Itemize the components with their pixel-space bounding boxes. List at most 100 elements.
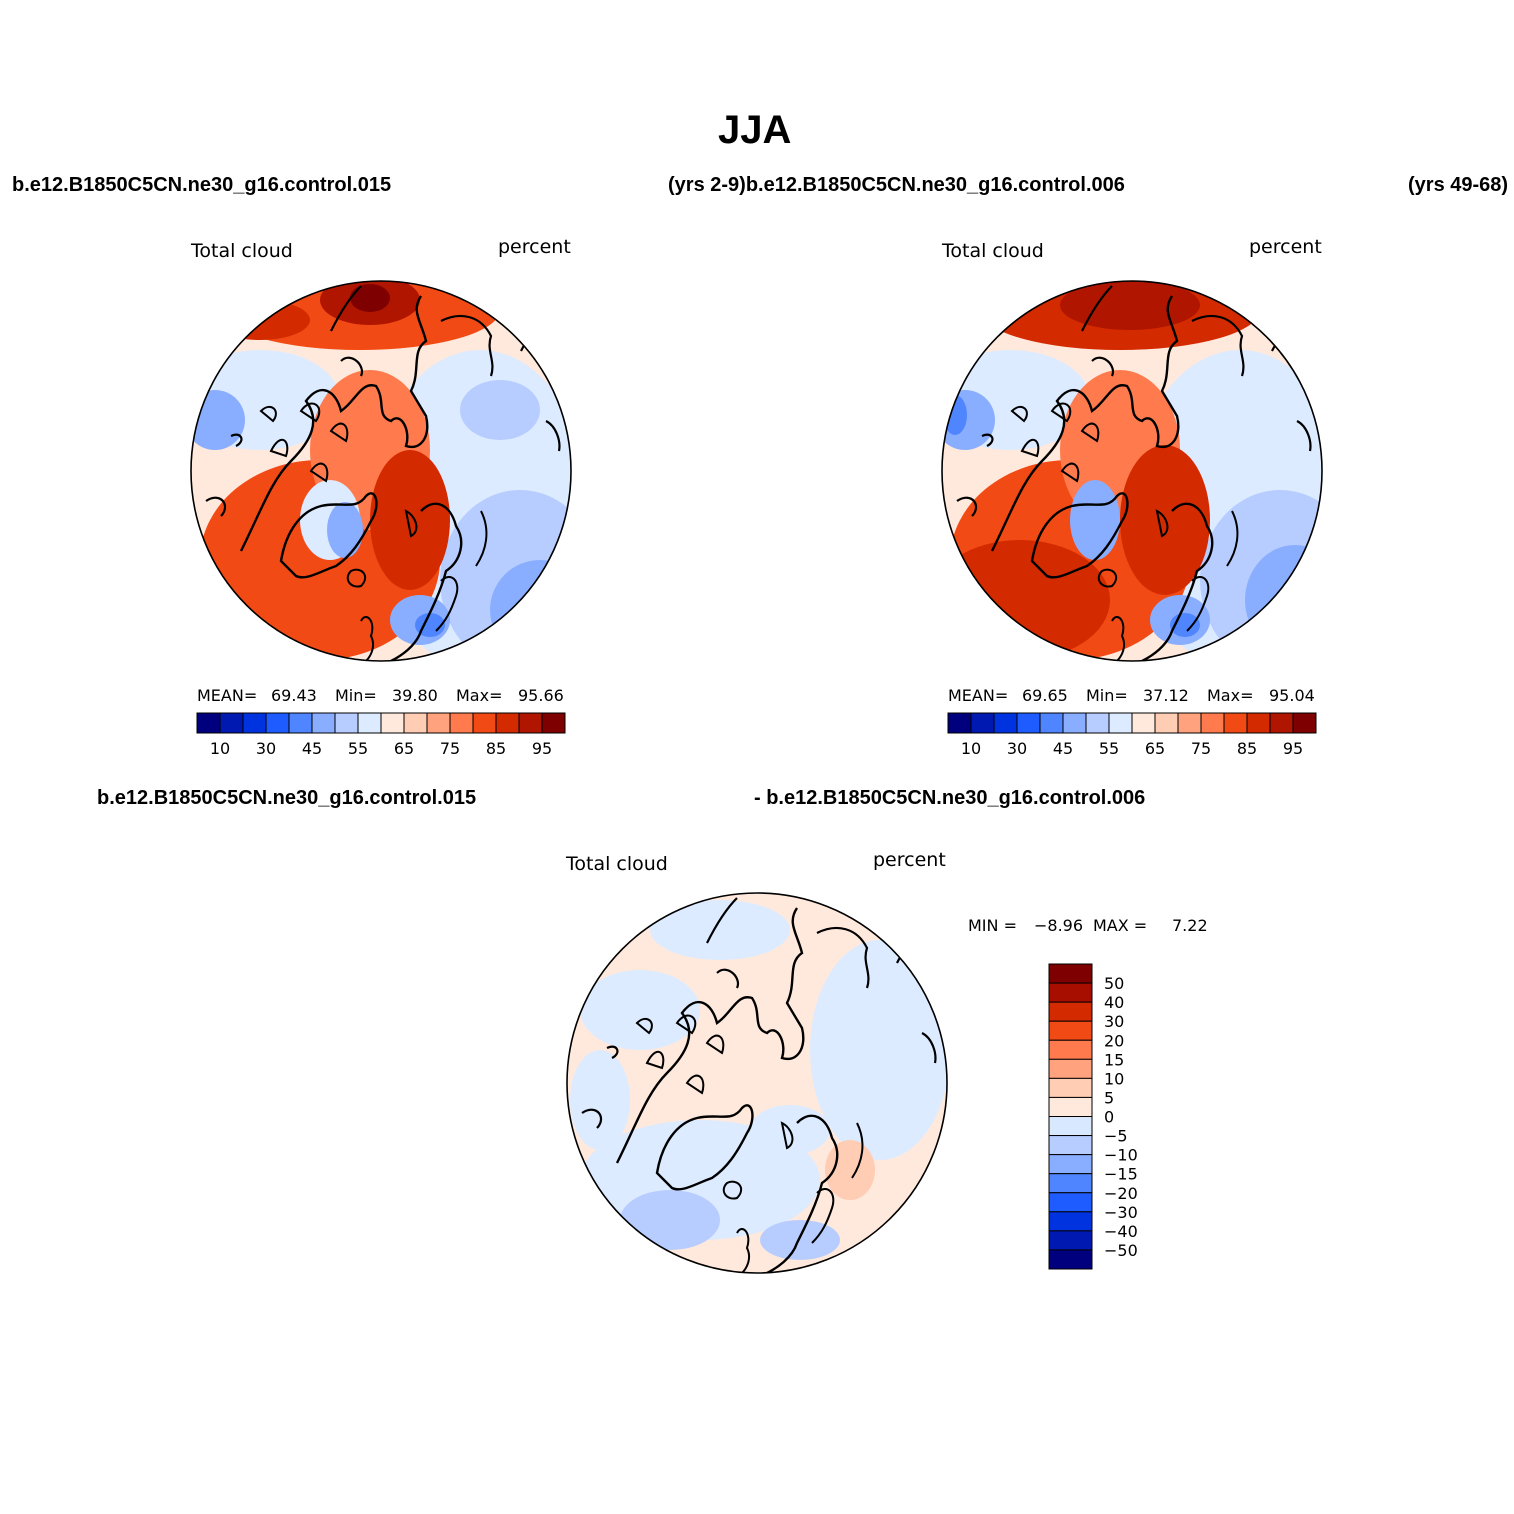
colorbar-tick-label: 40 bbox=[1104, 993, 1124, 1012]
panel1-colorbar: 10 30 45 55 65 75 85 95 bbox=[196, 712, 566, 758]
panel3-min-value: −8.96 bbox=[1034, 916, 1084, 935]
colorbar-swatch bbox=[265, 712, 290, 734]
panel1-min-value: 39.80 bbox=[392, 686, 438, 705]
colorbar-tick-label: −15 bbox=[1104, 1165, 1138, 1184]
colorbar-swatch bbox=[196, 712, 221, 734]
colorbar-tick-label: 20 bbox=[1104, 1031, 1124, 1050]
colorbar-swatch bbox=[518, 712, 543, 734]
panel1-map bbox=[190, 280, 572, 662]
colorbar-swatch bbox=[219, 712, 244, 734]
colorbar-tick-label: 30 bbox=[256, 739, 276, 758]
colorbar-tick-label: 45 bbox=[302, 739, 322, 758]
colorbar-tick-label: 10 bbox=[961, 739, 981, 758]
colorbar-swatch bbox=[1062, 712, 1087, 734]
colorbar-swatch bbox=[1108, 712, 1133, 734]
colorbar-swatch bbox=[1200, 712, 1225, 734]
panel1-mean-label: MEAN= bbox=[197, 686, 258, 705]
colorbar-swatch bbox=[1269, 712, 1294, 734]
colorbar-swatch bbox=[311, 712, 336, 734]
colorbar-swatch bbox=[1048, 1249, 1093, 1270]
colorbar-tick-label: 0 bbox=[1104, 1108, 1114, 1127]
panel2-map bbox=[941, 280, 1323, 662]
colorbar-swatch bbox=[1048, 1230, 1093, 1251]
colorbar-swatch bbox=[1048, 1020, 1093, 1041]
panel3-min-label: MIN = bbox=[968, 916, 1017, 935]
panel2-max-value: 95.04 bbox=[1269, 686, 1315, 705]
colorbar-tick-label: 15 bbox=[1104, 1050, 1124, 1069]
panel3-max-value: 7.22 bbox=[1172, 916, 1208, 935]
panel2-min-label: Min= bbox=[1086, 686, 1128, 705]
colorbar-swatch bbox=[1048, 1077, 1093, 1098]
colorbar-swatch bbox=[970, 712, 995, 734]
colorbar-swatch bbox=[1039, 712, 1064, 734]
panel2-mean-value: 69.65 bbox=[1022, 686, 1068, 705]
case-label-top-right: (yrs 49-68) bbox=[1408, 174, 1509, 196]
colorbar-tick-label: 55 bbox=[1099, 739, 1119, 758]
panel2-colorbar: 10 30 45 55 65 75 85 95 bbox=[947, 712, 1317, 758]
panel3-units-label: percent bbox=[873, 849, 946, 871]
panel3-max-label: MAX = bbox=[1093, 916, 1148, 935]
colorbar-tick-label: 75 bbox=[1191, 739, 1211, 758]
colorbar-swatch bbox=[1048, 1173, 1093, 1194]
colorbar-tick-label: 95 bbox=[532, 739, 552, 758]
colorbar-swatch bbox=[1048, 1116, 1093, 1137]
colorbar-tick-label: 10 bbox=[210, 739, 230, 758]
colorbar-swatch bbox=[541, 712, 566, 734]
colorbar-tick-label: 65 bbox=[394, 739, 414, 758]
colorbar-tick-label: −5 bbox=[1104, 1127, 1128, 1146]
colorbar-tick-label: −40 bbox=[1104, 1222, 1138, 1241]
panel2-units-label: percent bbox=[1249, 236, 1322, 258]
colorbar-tick-label: 65 bbox=[1145, 739, 1165, 758]
panel3-map bbox=[566, 892, 948, 1274]
colorbar-tick-label: 45 bbox=[1053, 739, 1073, 758]
colorbar-swatch bbox=[1048, 982, 1093, 1003]
colorbar-tick-label: −50 bbox=[1104, 1241, 1138, 1260]
panel1-max-label: Max= bbox=[456, 686, 503, 705]
colorbar-tick-label: 55 bbox=[348, 739, 368, 758]
colorbar-tick-label: −10 bbox=[1104, 1146, 1138, 1165]
panel3-variable-label: Total cloud bbox=[566, 853, 668, 875]
colorbar-swatch bbox=[334, 712, 359, 734]
colorbar-tick-label: 85 bbox=[486, 739, 506, 758]
colorbar-tick-label: 30 bbox=[1007, 739, 1027, 758]
colorbar-swatch bbox=[288, 712, 313, 734]
colorbar-swatch bbox=[1292, 712, 1317, 734]
colorbar-swatch bbox=[1048, 1001, 1093, 1022]
panel1-mean-value: 69.43 bbox=[271, 686, 317, 705]
colorbar-swatch bbox=[1048, 1039, 1093, 1060]
colorbar-swatch bbox=[1048, 963, 1093, 984]
panel2-max-label: Max= bbox=[1207, 686, 1254, 705]
colorbar-tick-label: 50 bbox=[1104, 974, 1124, 993]
case-label-top-mid: (yrs 2-9)b.e12.B1850C5CN.ne30_g16.contro… bbox=[668, 174, 1125, 196]
colorbar-swatch bbox=[495, 712, 520, 734]
colorbar-tick-label: 85 bbox=[1237, 739, 1257, 758]
colorbar-swatch bbox=[1177, 712, 1202, 734]
colorbar-tick-label: 75 bbox=[440, 739, 460, 758]
colorbar-swatch bbox=[1048, 1058, 1093, 1079]
colorbar-tick-label: 95 bbox=[1283, 739, 1303, 758]
colorbar-tick-label: 30 bbox=[1104, 1012, 1124, 1031]
colorbar-swatch bbox=[1223, 712, 1248, 734]
panel1-variable-label: Total cloud bbox=[191, 240, 293, 262]
colorbar-swatch bbox=[472, 712, 497, 734]
colorbar-swatch bbox=[449, 712, 474, 734]
colorbar-swatch bbox=[403, 712, 428, 734]
case-label-bottom-left: b.e12.B1850C5CN.ne30_g16.control.015 bbox=[97, 787, 477, 809]
case-label-top-left: b.e12.B1850C5CN.ne30_g16.control.015 bbox=[12, 174, 392, 196]
figure-title: JJA bbox=[718, 108, 792, 152]
panel2-variable-label: Total cloud bbox=[942, 240, 1044, 262]
colorbar-swatch bbox=[380, 712, 405, 734]
colorbar-tick-label: −30 bbox=[1104, 1203, 1138, 1222]
colorbar-swatch bbox=[242, 712, 267, 734]
colorbar-tick-label: 5 bbox=[1104, 1088, 1114, 1107]
panel2-mean-label: MEAN= bbox=[948, 686, 1009, 705]
panel1-units-label: percent bbox=[498, 236, 571, 258]
colorbar-swatch bbox=[426, 712, 451, 734]
colorbar-swatch bbox=[947, 712, 972, 734]
colorbar-swatch bbox=[1048, 1154, 1093, 1175]
panel1-min-label: Min= bbox=[335, 686, 377, 705]
colorbar-swatch bbox=[1131, 712, 1156, 734]
colorbar-swatch bbox=[1246, 712, 1271, 734]
colorbar-tick-label: 10 bbox=[1104, 1069, 1124, 1088]
